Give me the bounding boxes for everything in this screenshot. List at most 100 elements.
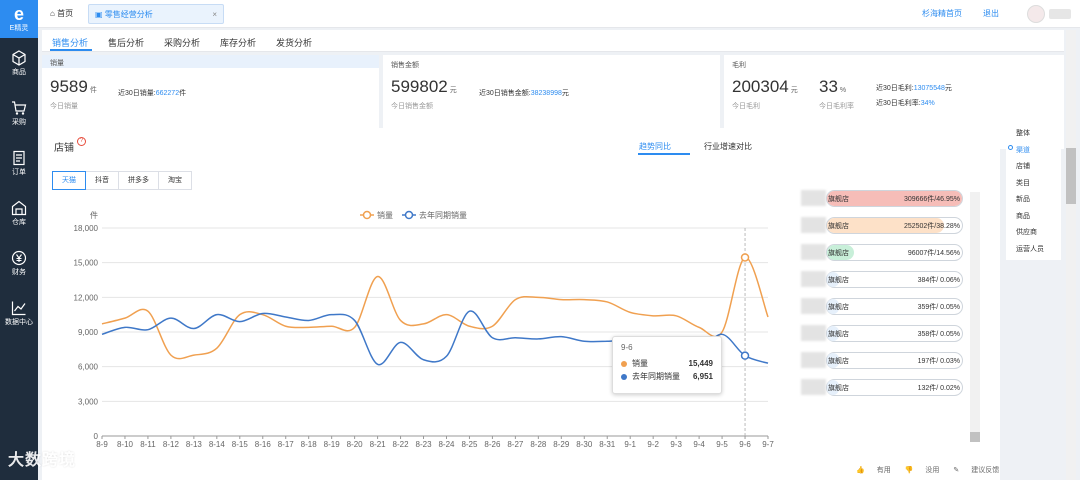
dimension-item[interactable]: 整体	[1016, 130, 1030, 137]
ranking-bar-fill	[827, 299, 839, 314]
tab-after-sales[interactable]: 售后分析	[108, 38, 145, 48]
document-icon	[13, 150, 25, 166]
sidebar-item-purchase[interactable]: 采购	[0, 88, 38, 138]
ranking-store-value: 197件/ 0.03%	[917, 358, 960, 365]
dimension-item[interactable]: 类目	[1016, 179, 1030, 187]
x-tick-label: 9-1	[624, 440, 636, 449]
ranking-row[interactable]: 旗舰店 358件/ 0.05%	[793, 323, 968, 343]
tab-sales-analysis[interactable]: 销售分析	[52, 38, 89, 48]
platform-switch: 天猫 抖音 拼多多 淘宝	[52, 171, 192, 190]
dimension-list: 整体渠道店铺类目新品商品供应商运营人员	[1006, 124, 1061, 260]
ranking-row[interactable]: 旗舰店 359件/ 0.05%	[793, 296, 968, 316]
ranking-scrollbar-thumb[interactable]	[970, 432, 980, 442]
dimension-item[interactable]: 商品	[1016, 212, 1030, 220]
tab-home[interactable]: ⌂ 首页	[44, 4, 79, 24]
sidebar-item-warehouse[interactable]: 仓库	[0, 188, 38, 238]
ranking-scrollbar[interactable]	[970, 192, 980, 442]
store-logo-blurred	[801, 298, 826, 314]
useful-button[interactable]: 有用	[876, 467, 891, 474]
sidebar-item-label: 数据中心	[5, 319, 33, 326]
store-logo-blurred	[801, 379, 826, 395]
tooltip-date: 9-6	[621, 343, 633, 352]
ranking-bar-fill	[827, 272, 839, 287]
x-tick-label: 8-20	[347, 440, 364, 449]
kpi-margin-subtitle: 今日毛利率	[819, 103, 854, 110]
sidebar: e E精灵 商品 采购 订单 仓库 财务 数据中心	[0, 0, 38, 480]
tab-purchase-analysis[interactable]: 采购分析	[164, 38, 201, 48]
x-tick-label: 8-14	[209, 440, 226, 449]
sidebar-item-products[interactable]: 商品	[0, 38, 38, 88]
dimension-item[interactable]: 店铺	[1016, 163, 1030, 170]
y-tick-label: 15,000	[74, 259, 99, 268]
x-tick-label: 8-11	[140, 440, 156, 449]
thumbs-down-icon[interactable]: 👎	[904, 467, 914, 474]
x-tick-label: 9-5	[716, 440, 728, 449]
kpi-title: 毛利	[732, 62, 746, 69]
tooltip-row: 去年同期销量 6,951	[621, 370, 713, 383]
platform-taobao[interactable]: 淘宝	[158, 171, 192, 190]
store-logo-blurred	[801, 217, 826, 233]
close-icon[interactable]: ×	[212, 10, 217, 19]
ranking-bar-fill	[827, 245, 854, 260]
ranking-bar-track	[826, 217, 963, 234]
legend-marker	[404, 210, 414, 220]
help-icon[interactable]: ?	[77, 137, 86, 146]
page-scrollbar[interactable]	[1066, 30, 1076, 480]
tab-industry-growth[interactable]: 行业增速对比	[704, 142, 752, 151]
dimension-item[interactable]: 新品	[1016, 196, 1030, 203]
ranking-row[interactable]: 旗舰店 384件/ 0.06%	[793, 269, 968, 289]
data-point-highlight	[740, 253, 750, 262]
page-scrollbar-thumb[interactable]	[1066, 148, 1076, 204]
feedback-icon[interactable]: ✎	[953, 467, 960, 474]
y-axis-unit: 件	[90, 210, 98, 220]
sidebar-item-data-center[interactable]: 数据中心	[0, 288, 38, 338]
store-logo-blurred	[801, 190, 826, 206]
app-logo[interactable]: e E精灵	[0, 0, 38, 38]
x-tick-label: 8-13	[186, 440, 203, 449]
platform-pinduoduo[interactable]: 拼多多	[118, 171, 159, 190]
ranking-row[interactable]: 旗舰店 309666件/46.95%	[793, 188, 968, 208]
y-tick-label: 12,000	[74, 293, 99, 302]
store-logo-blurred	[801, 244, 826, 260]
platform-douyin[interactable]: 抖音	[85, 171, 119, 190]
ranking-row[interactable]: 旗舰店 132件/ 0.02%	[793, 377, 968, 397]
sidebar-item-finance[interactable]: 财务	[0, 238, 38, 288]
x-tick-label: 8-26	[484, 440, 501, 449]
sales-trend-chart[interactable]: 0 3,000 6,000 9,000 12,000 15,000 18,000 件 8-9 8-…	[60, 200, 795, 480]
ranking-row[interactable]: 旗舰店 96007件/14.56%	[793, 242, 968, 262]
ranking-row[interactable]: 旗舰店 197件/ 0.03%	[793, 350, 968, 370]
user-name-blurred	[1049, 9, 1071, 19]
logout-link[interactable]: 退出	[983, 9, 999, 18]
tab-retail-analysis[interactable]: ▣ 零售经营分析 ×	[88, 4, 224, 24]
ranking-store-name: 旗舰店	[828, 331, 849, 338]
ranking-bar-fill	[827, 380, 839, 395]
ranking-row[interactable]: 旗舰店 252502件/38.28%	[793, 215, 968, 235]
x-tick-label: 8-18	[301, 440, 318, 449]
feedback-bar: 👍 有用 👎 没用 ✎ 建议反馈	[856, 465, 1011, 475]
tooltip-label: 去年同期销量	[632, 372, 680, 381]
avatar[interactable]	[1027, 5, 1045, 23]
platform-tmall[interactable]: 天猫	[52, 171, 86, 190]
kpi-value: 9589 件	[50, 77, 97, 96]
x-tick-label: 8-27	[507, 440, 524, 449]
sidebar-item-orders[interactable]: 订单	[0, 138, 38, 188]
panel-title: 店铺	[54, 143, 74, 154]
dimension-item[interactable]: 渠道	[1016, 146, 1030, 154]
ranking-bar-track	[826, 379, 963, 396]
x-tick-label: 9-3	[670, 440, 682, 449]
tab-inventory-analysis[interactable]: 库存分析	[220, 38, 257, 48]
home-link[interactable]: 杉海精首页	[922, 9, 962, 18]
dimension-item[interactable]: 供应商	[1016, 229, 1037, 236]
thumbs-up-icon[interactable]: 👍	[856, 467, 865, 474]
chart-svg: 0 3,000 6,000 9,000 12,000 15,000 18,000 件 8-9 8-…	[74, 210, 775, 449]
ranking-bar-track	[826, 352, 963, 369]
logo-glyph: e	[13, 4, 24, 24]
suggestion-button[interactable]: 建议反馈	[971, 467, 1000, 474]
dimension-item[interactable]: 运营人员	[1016, 245, 1044, 253]
y-tick-label: 6,000	[78, 363, 99, 372]
tab-shipping-analysis[interactable]: 发货分析	[276, 38, 313, 48]
tab-trend-yoy[interactable]: 趋势同比	[639, 142, 671, 151]
useless-button[interactable]: 没用	[925, 467, 940, 474]
mode-tab-indicator	[638, 153, 690, 155]
ranking-store-value: 96007件/14.56%	[907, 250, 960, 257]
